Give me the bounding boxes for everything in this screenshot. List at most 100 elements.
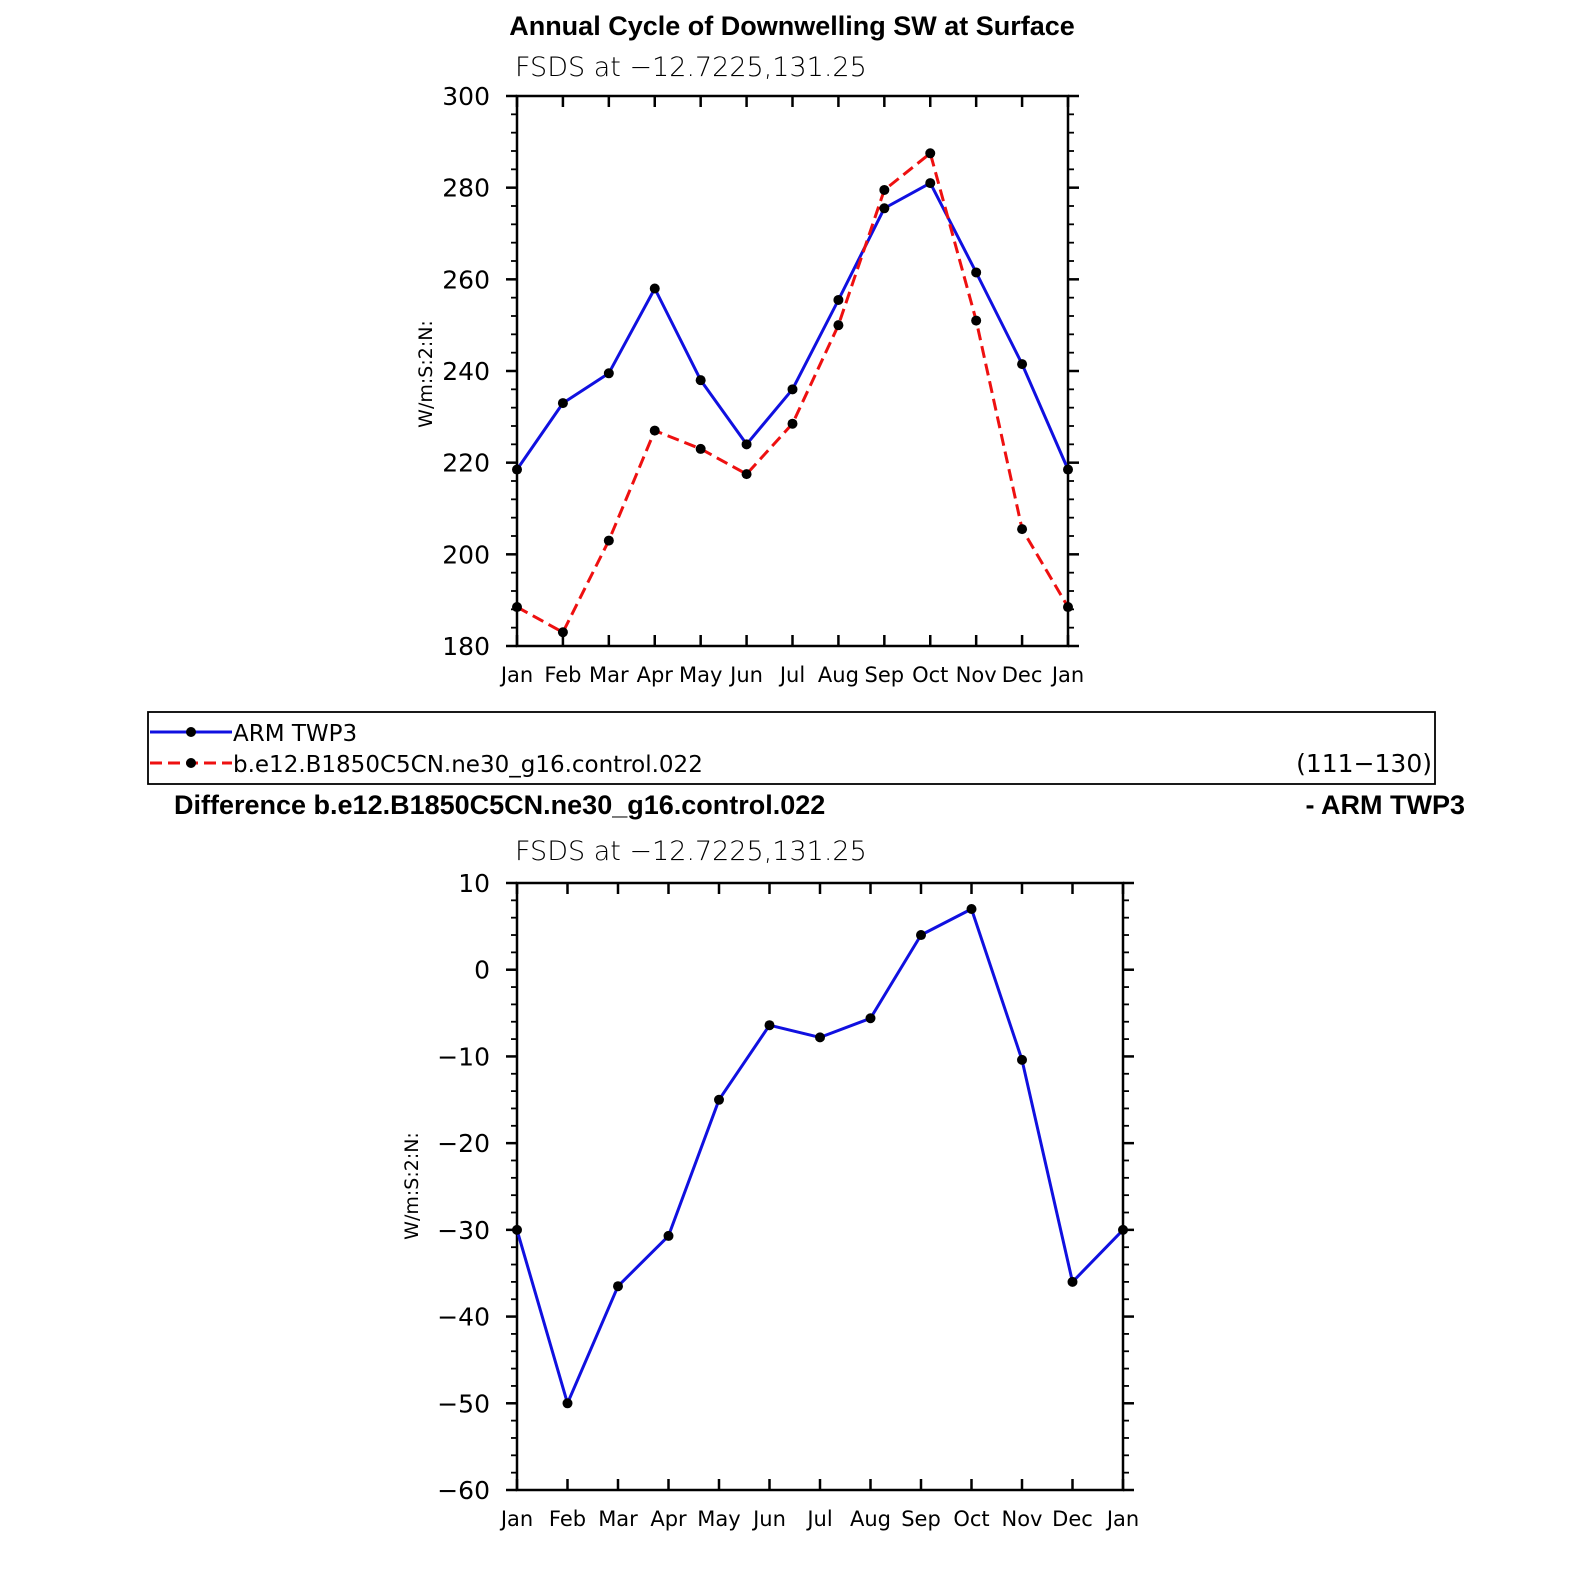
legend-box (147, 711, 1436, 785)
x-tick-label: Jan (499, 1507, 533, 1531)
data-point-0-0 (879, 203, 890, 214)
y-tick-label: 280 (442, 174, 490, 203)
x-tick-label: Jul (778, 663, 805, 687)
data-point-1-0 (865, 1013, 876, 1024)
y-tick-label: −40 (437, 1303, 490, 1332)
data-point-0-1 (1017, 524, 1028, 535)
data-point-1-0 (1118, 1224, 1128, 1235)
bottom-chart-frame (515, 881, 1125, 1492)
x-tick-label: Sep (901, 1507, 941, 1531)
x-tick-label: May (697, 1507, 740, 1531)
bottom-chart: FSDS at −12.7225,131.25 W/m:S:2:N: Jan Fe… (401, 836, 1139, 1531)
y-tick-label: −20 (437, 1129, 490, 1158)
legend-entry-model: b.e12.B1850C5CN.ne30_g16.control.022 (150, 752, 703, 778)
data-point-0-1 (649, 425, 660, 436)
data-point-1-0 (1067, 1276, 1078, 1287)
legend-label-arm: ARM TWP3 (233, 721, 357, 747)
legend-entry-arm: ARM TWP3 (150, 721, 357, 747)
data-point-1-0 (714, 1094, 724, 1105)
x-tick-label: Mar (589, 663, 629, 687)
y-tick-label: −30 (437, 1216, 490, 1245)
x-tick-label: Mar (598, 1507, 638, 1531)
data-point-0-0 (557, 398, 568, 409)
data-point-0-1 (1063, 602, 1073, 613)
x-tick-label: Apr (637, 663, 674, 687)
y-tick-label: 200 (442, 540, 490, 569)
data-point-0-1 (557, 627, 568, 638)
data-point-1-0 (916, 930, 926, 941)
x-tick-label: Nov (956, 663, 997, 687)
top-chart-frame (515, 94, 1070, 648)
diff-title-right: - ARM TWP3 (1306, 790, 1465, 820)
top-chart: FSDS at −12.7225,131.25 W/m:S:2:N: Jan Fe… (415, 52, 1084, 687)
data-point-0-0 (603, 368, 614, 379)
y-tick-label: 0 (474, 956, 490, 985)
data-point-0-1 (971, 315, 982, 326)
x-tick-label: Jun (751, 1507, 786, 1531)
y-tick-label: −50 (437, 1389, 490, 1418)
x-tick-label: Jan (499, 663, 533, 687)
legend-marker-model (186, 758, 196, 768)
x-tick-label: Oct (953, 1507, 989, 1531)
data-point-0-1 (879, 184, 890, 195)
x-tick-label: Sep (865, 663, 905, 687)
data-point-1-0 (663, 1230, 674, 1241)
y-tick-label: 240 (442, 357, 490, 386)
data-point-1-0 (815, 1032, 825, 1043)
x-tick-label: Feb (549, 1507, 586, 1531)
x-tick-label: Jan (1050, 663, 1084, 687)
data-point-0-1 (512, 602, 522, 613)
data-point-1-0 (966, 904, 977, 915)
data-point-0-0 (1017, 359, 1028, 370)
y-tick-label: 10 (458, 869, 490, 898)
data-point-0-0 (649, 283, 660, 294)
y-tick-label: 260 (442, 265, 490, 294)
y-tick-label: 300 (442, 82, 490, 111)
diff-title-left: Difference b.e12.B1850C5CN.ne30_g16.cont… (174, 790, 825, 820)
legend-marker-arm (186, 727, 196, 737)
data-point-0-1 (741, 469, 752, 480)
x-tick-label: Aug (818, 663, 859, 687)
bottom-chart-ylabel: W/m:S:2:N: (401, 1132, 423, 1240)
data-point-0-0 (695, 375, 706, 386)
data-point-0-0 (833, 294, 844, 305)
legend: ARM TWP3 b.e12.B1850C5CN.ne30_g16.contro… (147, 711, 1436, 785)
data-point-0-0 (971, 267, 982, 278)
y-tick-label: 220 (442, 449, 490, 478)
data-point-0-1 (833, 320, 844, 331)
x-tick-label: Jan (1105, 1507, 1139, 1531)
legend-label-model: b.e12.B1850C5CN.ne30_g16.control.022 (233, 752, 703, 778)
legend-years: (111−130) (1296, 749, 1432, 778)
data-point-0-1 (925, 148, 936, 159)
series-line-1-0 (515, 907, 1125, 1405)
x-tick-label: Nov (1002, 1507, 1043, 1531)
data-point-0-0 (787, 384, 798, 395)
x-tick-label: Dec (1002, 663, 1043, 687)
data-point-1-0 (764, 1020, 775, 1031)
data-point-0-0 (741, 439, 752, 450)
x-tick-label: Feb (544, 663, 581, 687)
data-point-1-0 (512, 1224, 522, 1235)
x-tick-label: Jul (805, 1507, 832, 1531)
data-point-1-0 (1017, 1054, 1027, 1065)
data-point-0-1 (787, 418, 798, 429)
x-tick-label: Aug (850, 1507, 891, 1531)
data-point-1-0 (562, 1398, 573, 1409)
data-point-0-0 (512, 464, 522, 475)
bottom-chart-subtitle: FSDS at −12.7225,131.25 (515, 836, 867, 867)
data-point-1-0 (613, 1281, 623, 1292)
x-tick-label: Dec (1052, 1507, 1093, 1531)
top-chart-ylabel: W/m:S:2:N: (415, 320, 437, 428)
main-title: Annual Cycle of Downwelling SW at Surfac… (509, 11, 1075, 41)
data-point-0-0 (1063, 464, 1073, 475)
x-tick-label: May (679, 663, 722, 687)
y-tick-label: −10 (437, 1042, 490, 1071)
top-chart-subtitle: FSDS at −12.7225,131.25 (515, 52, 867, 83)
x-tick-label: Oct (912, 663, 948, 687)
data-point-0-1 (603, 535, 614, 546)
x-tick-label: Apr (650, 1507, 687, 1531)
data-point-0-0 (925, 178, 936, 189)
y-tick-label: −60 (437, 1476, 490, 1505)
y-tick-label: 180 (442, 632, 490, 661)
